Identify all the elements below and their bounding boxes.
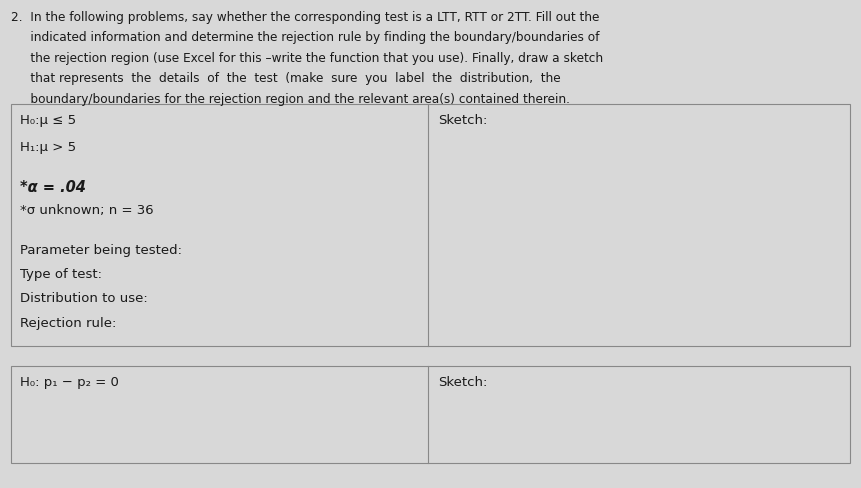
Text: that represents  the  details  of  the  test  (make  sure  you  label  the  dist: that represents the details of the test … (11, 72, 561, 85)
Text: *σ unknown; n = 36: *σ unknown; n = 36 (20, 204, 153, 217)
Text: H₀: p₁ − p₂ = 0: H₀: p₁ − p₂ = 0 (20, 375, 119, 388)
Text: Rejection rule:: Rejection rule: (20, 316, 116, 329)
Text: H₀:μ ≤ 5: H₀:μ ≤ 5 (20, 114, 76, 127)
Text: indicated information and determine the rejection rule by finding the boundary/b: indicated information and determine the … (11, 31, 600, 44)
Text: the rejection region (use Excel for this –write the function that you use). Fina: the rejection region (use Excel for this… (11, 52, 604, 65)
Text: boundary/boundaries for the rejection region and the relevant area(s) contained : boundary/boundaries for the rejection re… (11, 93, 570, 106)
Text: H₁:μ > 5: H₁:μ > 5 (20, 141, 76, 154)
Text: Sketch:: Sketch: (438, 375, 487, 388)
Bar (11, 105, 850, 346)
Text: Parameter being tested:: Parameter being tested: (20, 243, 182, 256)
Text: Type of test:: Type of test: (20, 267, 102, 281)
Bar (11, 366, 850, 463)
Text: *α = .04: *α = .04 (20, 180, 86, 195)
Text: 2.  In the following problems, say whether the corresponding test is a LTT, RTT : 2. In the following problems, say whethe… (11, 11, 599, 24)
Text: Distribution to use:: Distribution to use: (20, 292, 147, 305)
Text: Sketch:: Sketch: (438, 114, 487, 127)
